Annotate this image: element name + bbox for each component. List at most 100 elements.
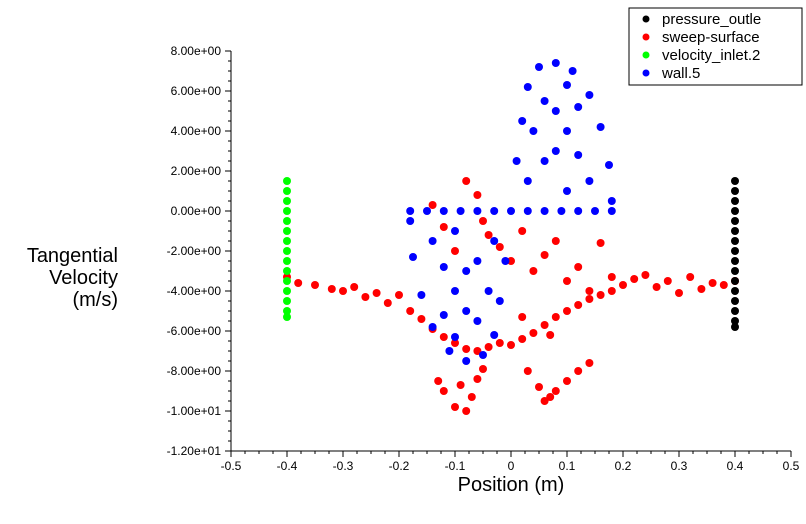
point-pressure-outle — [731, 277, 739, 285]
point-wall-5 — [490, 237, 499, 245]
legend-label-velocity-inlet: velocity_inlet.2 — [662, 47, 760, 64]
point-wall-5 — [462, 307, 471, 315]
point-sweep-surface — [697, 285, 706, 293]
y-axis-title: Tangential Velocity (m/s) — [27, 245, 118, 311]
point-sweep-surface — [473, 375, 482, 383]
point-sweep-surface — [395, 291, 403, 299]
y-tick-label: 4.00e+00 — [171, 124, 222, 138]
y-tick-label: -6.00e+00 — [167, 324, 222, 338]
y-tick-label: -4.00e+00 — [167, 284, 222, 298]
plot-area — [283, 59, 739, 415]
legend-label-wall: wall.5 — [661, 65, 700, 82]
point-wall-5 — [540, 97, 549, 105]
point-sweep-surface — [467, 393, 476, 401]
point-sweep-surface — [451, 339, 459, 347]
point-sweep-surface — [535, 383, 543, 391]
point-wall-5 — [574, 151, 583, 159]
point-wall-5 — [406, 207, 415, 215]
point-sweep-surface — [652, 283, 661, 291]
point-sweep-surface — [428, 201, 437, 209]
point-velocity-inlet-2 — [283, 313, 291, 321]
point-wall-5 — [439, 207, 448, 215]
point-pressure-outle — [731, 257, 739, 265]
point-wall-5 — [585, 177, 594, 185]
point-sweep-surface — [462, 177, 471, 185]
point-wall-5 — [557, 207, 566, 215]
point-velocity-inlet-2 — [283, 307, 291, 315]
point-pressure-outle — [731, 187, 739, 195]
point-sweep-surface — [546, 331, 555, 339]
point-wall-5 — [479, 351, 487, 359]
point-wall-5 — [507, 207, 515, 215]
y-tick-label: 6.00e+00 — [171, 84, 222, 98]
point-pressure-outle — [731, 197, 739, 205]
point-sweep-surface — [540, 397, 549, 405]
y-tick-label: -1.20e+01 — [167, 444, 222, 458]
point-sweep-surface — [574, 367, 583, 375]
point-wall-5 — [490, 207, 499, 215]
x-tick-label: 0.3 — [671, 459, 688, 473]
y-axis-title-line-1: Tangential — [27, 245, 118, 267]
y-ticks: 8.00e+00 6.00e+00 4.00e+00 2.00e+00 0.00e+00… — [167, 44, 231, 458]
point-sweep-surface — [574, 301, 583, 309]
point-sweep-surface — [630, 275, 639, 283]
point-wall-5 — [462, 357, 471, 365]
point-sweep-surface — [507, 341, 515, 349]
x-tick-label: 0.4 — [727, 459, 744, 473]
point-sweep-surface — [719, 281, 728, 289]
point-wall-5 — [563, 187, 571, 195]
point-wall-5 — [428, 237, 437, 245]
point-wall-5 — [605, 161, 613, 169]
point-sweep-surface — [383, 299, 392, 307]
point-wall-5 — [563, 81, 571, 89]
point-pressure-outle — [731, 267, 739, 275]
point-sweep-surface — [495, 339, 504, 347]
point-wall-5 — [574, 207, 583, 215]
point-velocity-inlet-2 — [283, 227, 291, 235]
x-tick-label: 0 — [508, 459, 515, 473]
point-sweep-surface — [563, 377, 571, 385]
point-sweep-surface — [518, 335, 527, 343]
point-sweep-surface — [479, 365, 487, 373]
x-tick-label: -0.1 — [445, 459, 466, 473]
point-wall-5 — [540, 157, 549, 165]
point-sweep-surface — [540, 321, 549, 329]
point-wall-5 — [473, 207, 482, 215]
point-sweep-surface — [484, 343, 493, 351]
legend-marker-pressure-outle — [642, 15, 650, 23]
point-pressure-outle — [731, 237, 739, 245]
point-wall-5 — [473, 257, 482, 265]
point-sweep-surface — [585, 287, 594, 295]
point-pressure-outle — [731, 287, 739, 295]
point-wall-5 — [523, 177, 532, 185]
point-velocity-inlet-2 — [283, 187, 291, 195]
point-wall-5 — [607, 207, 616, 215]
point-sweep-surface — [529, 267, 538, 275]
legend-label-pressure-outle: pressure_outle — [662, 11, 761, 28]
y-axis-title-line-2: Velocity — [49, 267, 118, 289]
y-tick-label: -1.00e+01 — [167, 404, 222, 418]
point-wall-5 — [490, 331, 499, 339]
point-sweep-surface — [663, 277, 672, 285]
point-sweep-surface — [518, 227, 527, 235]
point-wall-5 — [428, 323, 437, 331]
point-wall-5 — [551, 107, 560, 115]
point-sweep-surface — [585, 359, 594, 367]
y-axis-title-line-3: (m/s) — [72, 289, 118, 311]
point-sweep-surface — [551, 387, 560, 395]
point-sweep-surface — [439, 387, 448, 395]
point-sweep-surface — [619, 281, 627, 289]
y-tick-label: 2.00e+00 — [171, 164, 222, 178]
point-sweep-surface — [473, 347, 482, 355]
point-velocity-inlet-2 — [283, 177, 291, 185]
point-sweep-surface — [311, 281, 319, 289]
point-wall-5 — [551, 147, 560, 155]
y-tick-label: 0.00e+00 — [171, 204, 222, 218]
point-velocity-inlet-2 — [283, 287, 291, 295]
point-velocity-inlet-2 — [283, 237, 291, 245]
point-sweep-surface — [462, 407, 471, 415]
point-velocity-inlet-2 — [283, 197, 291, 205]
point-sweep-surface — [529, 329, 538, 337]
point-wall-5 — [473, 317, 482, 325]
